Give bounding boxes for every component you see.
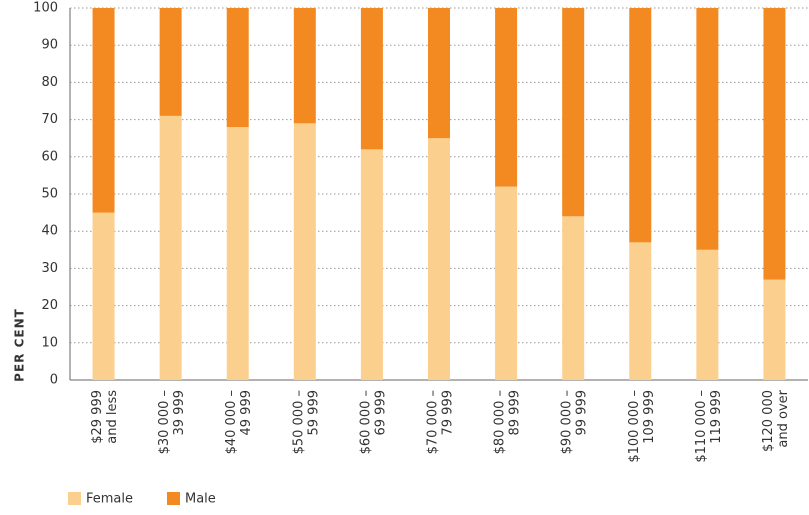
bar-segment [763,279,786,380]
bar-segment [226,127,249,380]
bar-segment [159,8,182,116]
legend-label: Male [185,492,216,507]
x-tick-label: $50 000 – [291,390,306,454]
y-tick-label: 60 [41,149,58,164]
x-tick-label: 59 999 [306,390,321,436]
bar-segment [92,212,115,380]
y-tick-label: 30 [41,261,58,276]
x-tick-label: $120 000 [761,390,776,452]
y-tick-label: 70 [41,112,58,127]
bar-segment [562,8,585,217]
x-tick-label: 99 999 [575,390,590,436]
y-tick-label: 0 [50,373,58,388]
y-tick-label: 90 [41,38,58,53]
bar-segment [562,216,585,380]
legend-swatch [167,492,180,505]
bar-segment [629,8,652,243]
bar-segment [629,242,652,380]
x-tick-label: $100 000 – [627,390,642,463]
x-tick-label: $60 000 – [358,390,373,454]
bar-segment [428,8,450,139]
x-tick-label: 69 999 [373,390,388,436]
x-tick-label: 89 999 [508,390,523,436]
x-tick-label: $70 000 – [426,390,441,454]
bar-segment [495,8,518,187]
x-tick-label: $30 000 – [157,390,172,454]
y-tick-label: 100 [33,1,58,16]
x-tick-label: $29 999 [90,390,105,444]
bar-segment [159,115,182,380]
legend-label: Female [86,492,133,507]
x-tick-label: $110 000 – [694,390,709,463]
bar-segment [226,8,249,128]
bar-segment [763,8,786,280]
bar-segment [360,8,383,150]
x-tick-label: 39 999 [172,390,187,436]
legend-swatch [68,492,81,505]
bar-segment [696,249,719,380]
bar-segment [428,138,450,380]
y-tick-label: 50 [41,187,58,202]
y-axis-label: PER CENT [13,308,27,382]
x-tick-label: 49 999 [239,390,254,436]
x-tick-label: $40 000 – [224,390,239,454]
x-tick-label: and over [776,389,791,447]
x-tick-label: 79 999 [441,390,456,436]
y-tick-label: 10 [41,335,58,350]
bar-segment [92,8,115,213]
x-tick-label: $90 000 – [560,390,575,454]
bar-segment [293,123,316,380]
x-tick-label: 109 999 [642,390,657,444]
y-tick-label: 40 [41,224,58,239]
x-tick-label: $80 000 – [493,390,508,454]
x-tick-label: 119 999 [709,390,724,444]
bar-segment [360,149,383,380]
y-tick-label: 20 [41,298,58,313]
bar-segment [293,8,316,124]
y-tick-label: 80 [41,75,58,90]
x-tick-label: and less [105,390,120,444]
bar-segment [696,8,719,250]
bar-segment [495,186,518,380]
